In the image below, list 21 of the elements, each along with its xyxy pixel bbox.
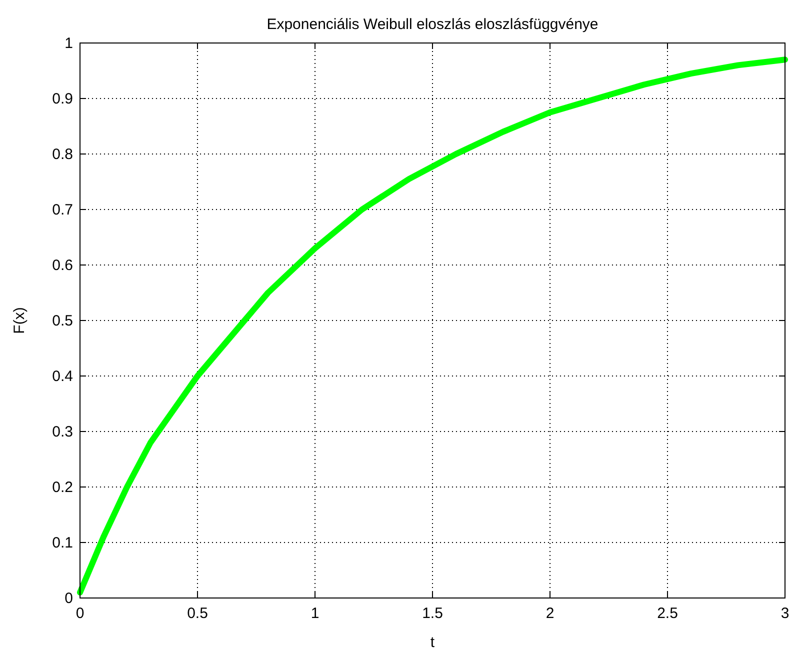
- x-tick-label: 2: [546, 605, 554, 622]
- x-axis-title: t: [430, 634, 436, 651]
- y-tick-label: 0.8: [52, 146, 73, 163]
- x-tick-label: 2.5: [657, 605, 678, 622]
- y-tick-label: 0.3: [52, 424, 73, 440]
- x-tick-label: 1.5: [422, 605, 443, 622]
- y-tick-label: 0.9: [52, 90, 73, 108]
- y-tick-label: 0: [64, 590, 73, 607]
- y-tick-label: 0.5: [52, 312, 73, 330]
- y-axis-title: F(x): [11, 307, 28, 334]
- y-tick-label: 0.1: [52, 534, 73, 552]
- y-tick-label: 1: [64, 35, 73, 52]
- x-tick-label: 0.5: [187, 605, 208, 622]
- y-tick-label: 0.7: [52, 202, 73, 218]
- x-tick-label: 0: [76, 605, 84, 622]
- y-tick-label: 0.4: [52, 368, 73, 385]
- chart-title: Exponenciális Weibull eloszlás eloszlásfüggvénye: [266, 16, 598, 33]
- y-tick-label: 0.2: [52, 479, 73, 496]
- x-tick-label: 1: [310, 605, 320, 622]
- x-tick-label: 3: [780, 605, 790, 622]
- y-tick-label: 0.6: [52, 257, 73, 274]
